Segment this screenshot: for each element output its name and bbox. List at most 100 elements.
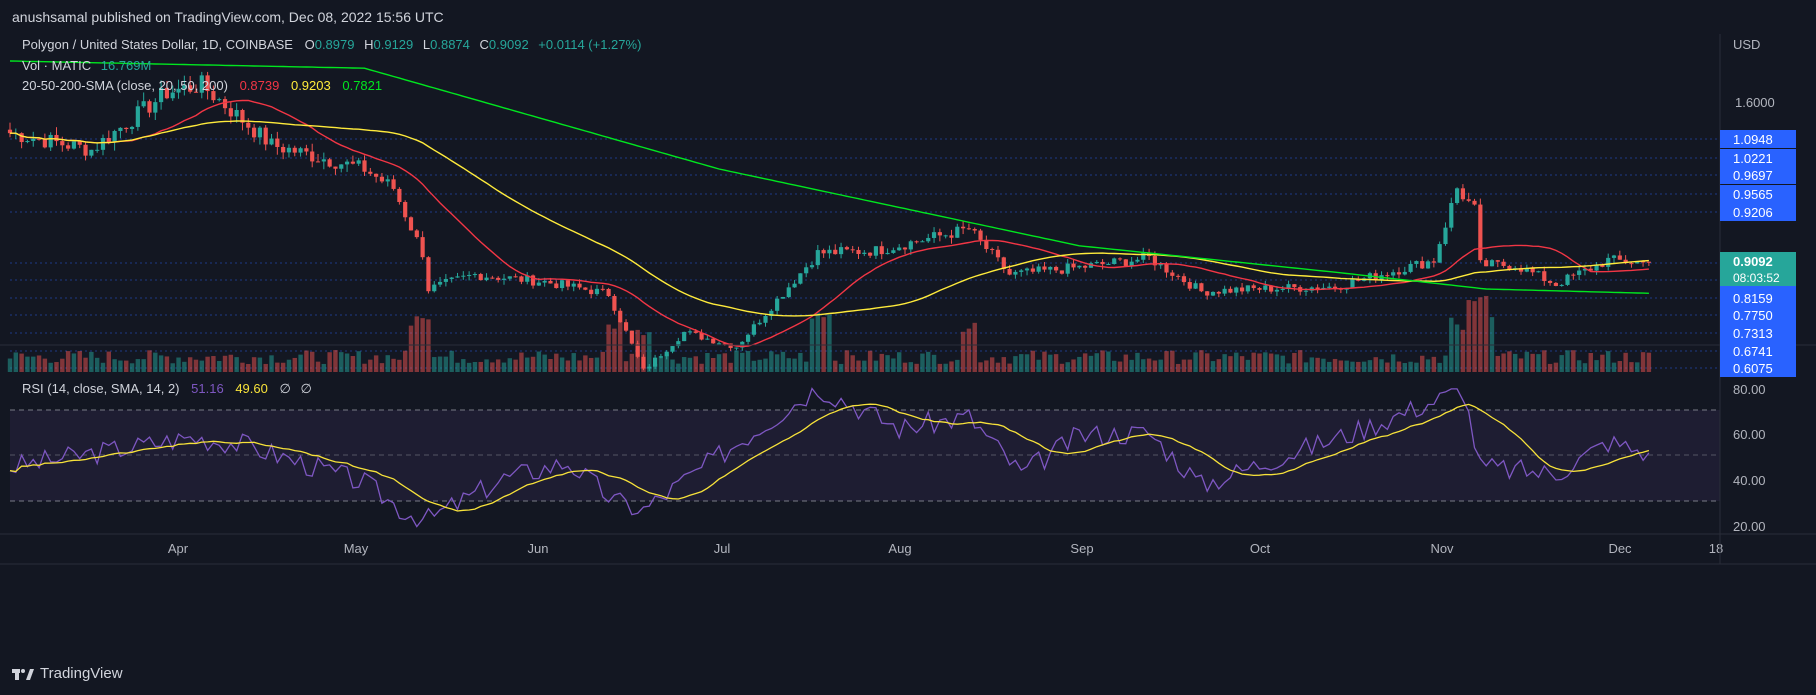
level-tag [1720, 130, 1796, 148]
candle [513, 273, 518, 278]
candle [1048, 266, 1053, 275]
volume-bar [315, 361, 321, 372]
brand-name: TradingView [40, 665, 123, 682]
candle [228, 101, 233, 124]
candle [745, 333, 751, 345]
volume-bar [89, 351, 94, 372]
chart-grid [10, 138, 1720, 369]
candle [275, 131, 280, 155]
candle [804, 263, 809, 278]
candle [1402, 266, 1407, 276]
candle [705, 335, 710, 340]
candle [1257, 287, 1262, 294]
volume-bar [1460, 329, 1466, 372]
price-axis[interactable]: USD 1.6000 [1733, 37, 1775, 110]
candle [1594, 262, 1599, 275]
volume-bar [670, 359, 675, 372]
candle [385, 175, 390, 187]
candle [658, 353, 663, 359]
time-label-nov: Nov [1430, 541, 1454, 556]
volume-bar [373, 355, 379, 372]
volume-bar [240, 362, 245, 372]
volume-bar [734, 350, 739, 372]
candle [623, 319, 629, 332]
candle [699, 329, 704, 341]
candle [629, 330, 634, 345]
volume-bar [926, 351, 931, 372]
candle [949, 229, 954, 244]
candle [1001, 256, 1006, 274]
volume-bar [995, 362, 1001, 372]
candle [786, 282, 791, 299]
candle [333, 166, 338, 175]
volume-bar [711, 357, 716, 372]
volume-bar [263, 363, 268, 372]
volume-bar [251, 357, 257, 372]
candle [1431, 258, 1436, 268]
candle [211, 85, 216, 103]
volume-bar [385, 355, 390, 372]
volume-bar [960, 331, 966, 372]
candle [1425, 259, 1431, 269]
candle [1222, 285, 1227, 296]
candle [1210, 291, 1216, 297]
candle [321, 152, 326, 170]
last-price-tag: 0.9092 08:03:52 [1720, 252, 1796, 286]
candle [199, 71, 204, 99]
publish-header: anushsamal published on TradingView.com,… [0, 0, 1816, 34]
volume-bar [1443, 355, 1448, 372]
svg-text:Vol · MATIC 16.769M: Vol · MATIC 16.769M [22, 58, 151, 73]
candle [1135, 256, 1140, 263]
trading-chart[interactable]: Apr May Jun Jul Aug Sep Oct Nov Dec 18 U… [0, 34, 1816, 653]
volume-bar [1077, 356, 1082, 372]
volume-bar [1646, 352, 1652, 372]
volume-bar [1530, 353, 1535, 372]
level-label: 1.0221 [1733, 151, 1773, 166]
volume-bar [321, 363, 327, 372]
volume-bar [641, 335, 646, 372]
candle [379, 172, 385, 184]
candle [420, 231, 425, 260]
candle [159, 80, 164, 110]
candle [1495, 259, 1500, 268]
volume-bar [827, 314, 832, 372]
volume-bar [449, 350, 454, 372]
volume-bar [1175, 363, 1181, 372]
volume-bar [1263, 352, 1268, 372]
last-price: 0.9092 [1733, 254, 1773, 269]
candle [1170, 270, 1175, 281]
candle [310, 143, 315, 168]
candle [1199, 282, 1204, 293]
candle [751, 320, 756, 337]
candle [1054, 265, 1059, 273]
time-label-jun: Jun [528, 541, 549, 556]
volume-bar [501, 362, 507, 372]
candle [339, 164, 344, 173]
volume-bar [1181, 359, 1187, 372]
candle [89, 149, 94, 158]
tradingview-logo[interactable]: TradingView [12, 665, 123, 682]
volume-bar [490, 362, 495, 372]
svg-text:20-50-200-SMA (close, 20, 50,: 20-50-200-SMA (close, 20, 50, 200) 0.873… [22, 78, 382, 93]
volume-bar [1152, 360, 1158, 372]
volume-bar [1367, 360, 1373, 372]
candle [7, 122, 13, 138]
candle [461, 271, 466, 280]
candle [1239, 282, 1245, 295]
volume-bar [705, 352, 710, 372]
candle [1176, 274, 1181, 280]
volume-bar [931, 354, 937, 372]
volume-bar [1100, 350, 1105, 372]
volume-bar [391, 358, 396, 372]
sma50-line [10, 120, 1649, 317]
volume-bar [658, 357, 664, 372]
candle [1123, 259, 1128, 267]
volume-bar [437, 356, 443, 372]
time-label-sep: Sep [1070, 541, 1093, 556]
volume-bar [129, 363, 135, 372]
candle [507, 276, 512, 281]
candle [193, 84, 199, 93]
rsi-tick-20: 20.00 [1733, 519, 1766, 534]
candle [1164, 262, 1169, 278]
volume-bar [699, 363, 704, 372]
